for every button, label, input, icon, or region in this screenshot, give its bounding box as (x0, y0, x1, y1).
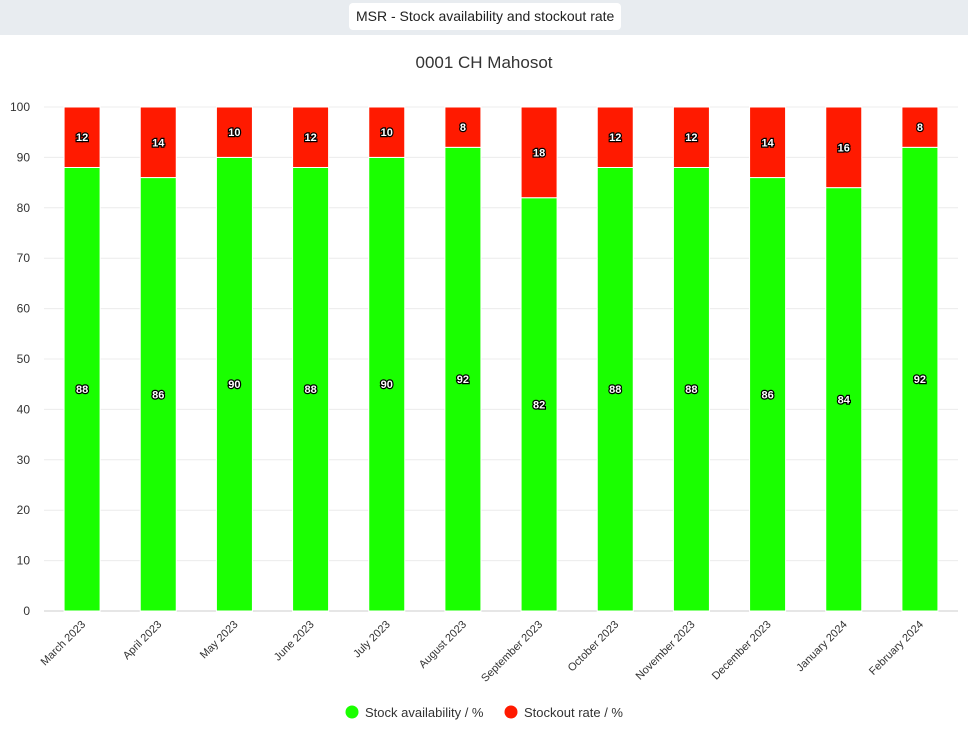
bar-stockout-rate[interactable] (139, 106, 177, 179)
data-label-stock-availability: 82 (533, 399, 545, 411)
data-label-stockout-rate: 12 (76, 132, 88, 144)
bars: 88 12 86 14 90 10 88 12 90 10 92 8 82 18 88 12 88 12 86 14 8… (63, 106, 939, 612)
bar-stock-availability[interactable] (901, 146, 939, 612)
data-label-stock-availability: 92 (457, 374, 469, 386)
x-axis: March 2023 April 2023 May 2023 June 2023 Jul… (39, 619, 926, 685)
y-tick-label: 20 (17, 503, 31, 517)
stacked-bar-chart: 0001 CH Mahosot 0 10 20 30 40 50 60 70 80 90 100 8… (10, 53, 958, 720)
x-tick-label: September 2023 (479, 619, 545, 685)
data-label-stockout-rate: 8 (460, 122, 466, 134)
x-tick-label: February 2024 (867, 619, 926, 678)
x-tick-label: December 2023 (710, 619, 774, 683)
data-label-stockout-rate: 8 (917, 122, 923, 134)
data-label-stock-availability: 88 (76, 384, 88, 396)
bar-stock-availability[interactable] (292, 166, 330, 612)
legend-label: Stock availability / % (365, 705, 484, 720)
bar-stock-availability[interactable] (444, 146, 482, 612)
data-label-stock-availability: 88 (304, 384, 316, 396)
bar-stock-availability[interactable] (672, 166, 710, 612)
y-tick-label: 60 (17, 302, 31, 316)
y-tick-label: 50 (17, 352, 31, 366)
x-tick-label: August 2023 (417, 619, 469, 671)
x-tick-label: April 2023 (121, 619, 165, 663)
bar-stock-availability[interactable] (520, 197, 558, 612)
data-label-stockout-rate: 12 (609, 132, 621, 144)
x-tick-label: January 2024 (794, 619, 850, 675)
y-tick-label: 10 (17, 554, 31, 568)
data-label-stock-availability: 84 (838, 394, 851, 406)
bar-stockout-rate[interactable] (901, 106, 939, 148)
x-tick-label: November 2023 (634, 619, 698, 683)
data-label-stockout-rate: 14 (152, 137, 165, 149)
y-axis: 0 10 20 30 40 50 60 70 80 90 100 (10, 100, 30, 618)
data-label-stock-availability: 86 (761, 389, 773, 401)
bar-stockout-rate[interactable] (520, 106, 558, 199)
y-tick-label: 90 (17, 150, 31, 164)
data-label-stock-availability: 90 (228, 379, 240, 391)
data-label-stockout-rate: 10 (228, 127, 240, 139)
top-bar: MSR - Stock availability and stockout ra… (0, 0, 968, 35)
y-tick-label: 40 (17, 402, 31, 416)
y-tick-label: 100 (10, 100, 30, 114)
bar-stock-availability[interactable] (368, 156, 406, 612)
bar-stockout-rate[interactable] (749, 106, 787, 179)
legend-item-stockout-rate[interactable]: Stockout rate / % (504, 705, 624, 720)
x-tick-label: June 2023 (272, 619, 317, 664)
data-label-stock-availability: 86 (152, 389, 164, 401)
y-tick-label: 80 (17, 201, 31, 215)
x-tick-label: March 2023 (39, 619, 89, 669)
bar-stockout-rate[interactable] (672, 106, 710, 168)
bar-stock-availability[interactable] (215, 156, 253, 612)
gridlines (44, 106, 958, 612)
legend-label: Stockout rate / % (524, 705, 623, 720)
data-label-stock-availability: 88 (609, 384, 621, 396)
x-tick-label: July 2023 (351, 619, 393, 661)
bar-stock-availability[interactable] (749, 177, 787, 612)
data-label-stock-availability: 90 (381, 379, 393, 391)
bar-stockout-rate[interactable] (215, 106, 253, 158)
y-tick-label: 70 (17, 251, 31, 265)
bar-stock-availability[interactable] (63, 166, 101, 612)
legend-marker (345, 705, 359, 719)
data-label-stockout-rate: 12 (304, 132, 316, 144)
data-label-stockout-rate: 18 (533, 147, 545, 159)
legend[interactable]: Stock availability / % Stockout rate / % (345, 705, 624, 720)
data-label-stockout-rate: 16 (838, 142, 850, 154)
x-tick-label: October 2023 (566, 619, 622, 675)
bar-stockout-rate[interactable] (368, 106, 406, 158)
chart-title: 0001 CH Mahosot (415, 53, 552, 72)
legend-item-stock-availability[interactable]: Stock availability / % (345, 705, 484, 720)
y-tick-label: 30 (17, 453, 31, 467)
data-label-stock-availability: 92 (914, 374, 926, 386)
bar-stock-availability[interactable] (139, 177, 177, 612)
bar-stockout-rate[interactable] (444, 106, 482, 148)
x-tick-label: May 2023 (198, 619, 241, 662)
data-label-stockout-rate: 10 (381, 127, 393, 139)
bar-stockout-rate[interactable] (825, 106, 863, 189)
data-label-stock-availability: 88 (685, 384, 697, 396)
bar-stockout-rate[interactable] (596, 106, 634, 168)
bar-stockout-rate[interactable] (292, 106, 330, 168)
bar-stockout-rate[interactable] (63, 106, 101, 168)
bar-stock-availability[interactable] (825, 187, 863, 612)
y-tick-label: 0 (23, 604, 30, 618)
report-title: MSR - Stock availability and stockout ra… (349, 3, 622, 30)
data-label-stockout-rate: 12 (685, 132, 697, 144)
legend-marker (504, 705, 518, 719)
data-label-stockout-rate: 14 (761, 137, 774, 149)
